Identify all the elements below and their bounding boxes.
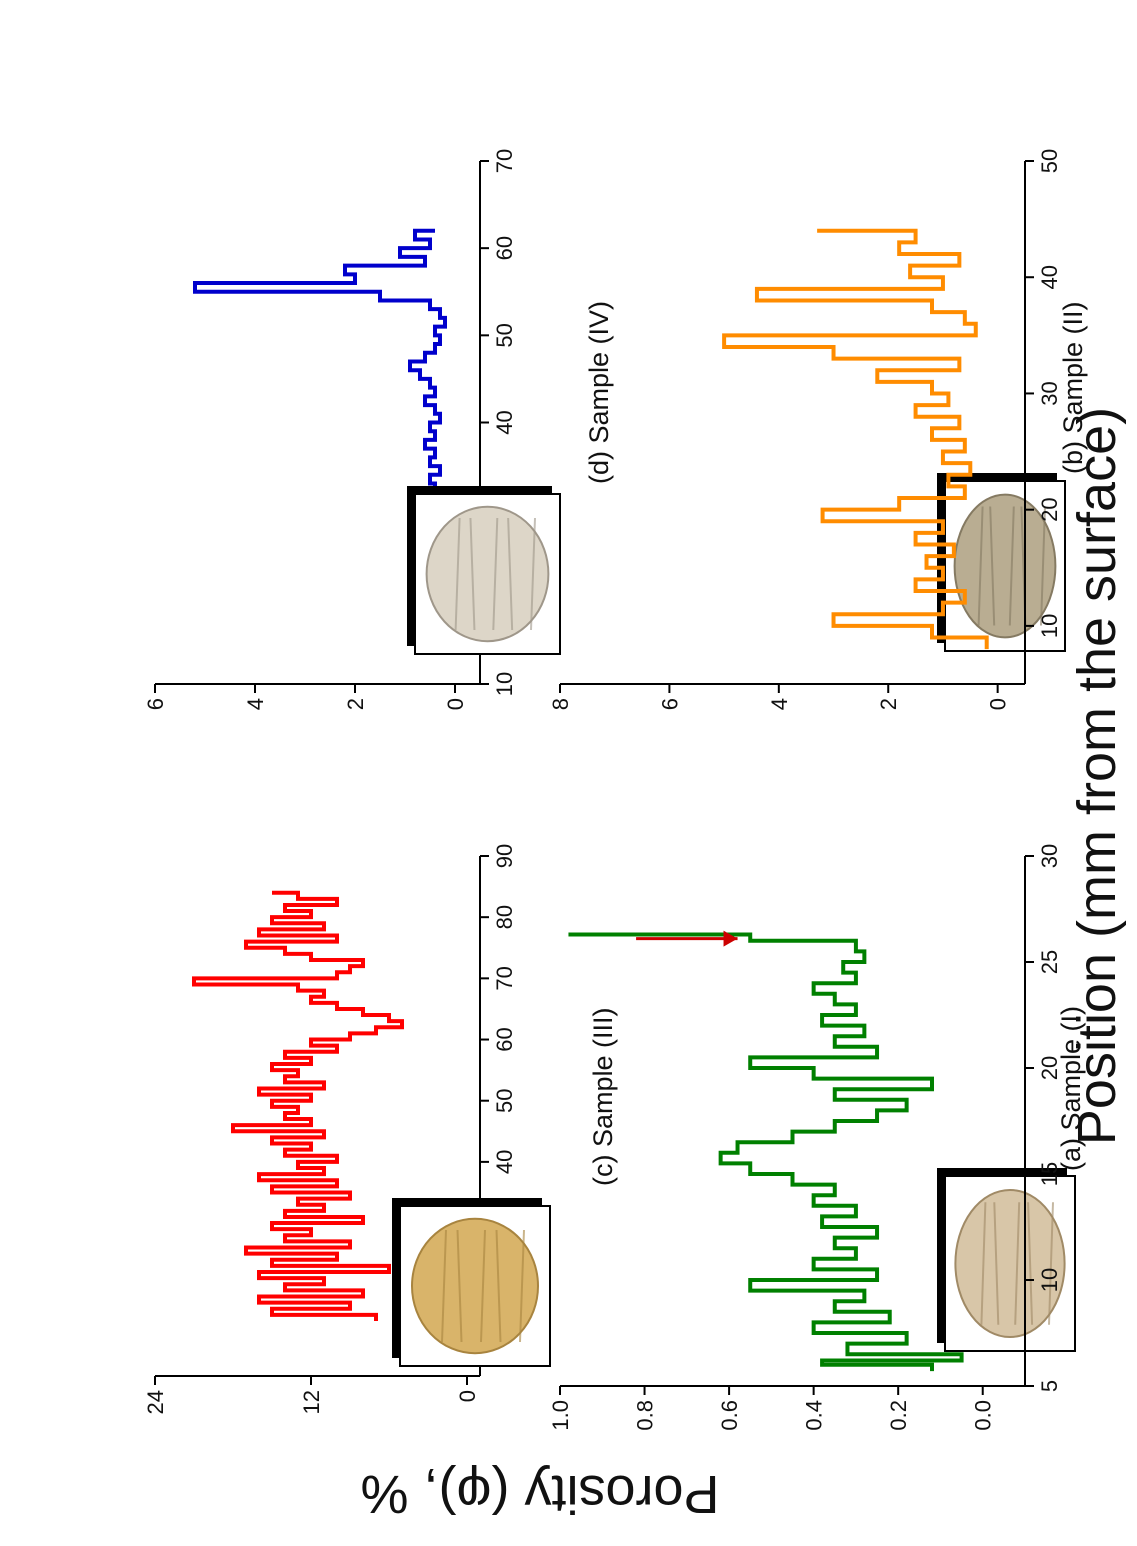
y-axis-label: Porosity (φ), %: [360, 1464, 719, 1524]
sample-photo-a: [954, 1189, 1066, 1338]
y-tick-label-d-2: 2: [876, 698, 901, 710]
sample-photo-layer-d-4: [507, 517, 514, 631]
panel-title-d: (d) Sample (IV): [584, 301, 614, 484]
sample-photo-layer-c-3: [480, 1229, 486, 1343]
sample-photo-body-a: [954, 1189, 1066, 1338]
x-tick-label-b-10: 10: [492, 672, 517, 696]
sample-photo-body-c: [411, 1217, 539, 1355]
x-tick-label-d-30: 30: [1037, 381, 1062, 405]
sample-photo-layer-c-4: [495, 1229, 502, 1343]
sample-photo-layer-b-5: [1040, 506, 1046, 626]
panel-b: 102030405060700246(b) Sample (II): [143, 149, 1088, 710]
y-tick-label-d-4: 4: [767, 698, 792, 710]
x-tick-label-a-70: 70: [492, 966, 517, 990]
y-tick-label-a-0: 0: [455, 1390, 480, 1402]
x-tick-label-c-15: 15: [1037, 1162, 1062, 1186]
sample-photo-b: [953, 493, 1057, 639]
x-tick-label-a-80: 80: [492, 905, 517, 929]
sample-photo-layer-c-1: [441, 1229, 447, 1343]
y-tick-label-a-24: 24: [143, 1390, 168, 1414]
sample-photo-d: [425, 505, 550, 643]
sample-photo-layer-a-2: [993, 1202, 1000, 1325]
x-axis-label: Position (mm from the surface): [1067, 407, 1127, 1145]
panel-c: 5 10 15 20 25 30 0.0 0.2 0.4 0.6 0.8 1.0 (c) Sample …: [392, 844, 1062, 1431]
x-tick-label-d-20: 20: [1037, 497, 1062, 521]
y-tick-label-c-0.2: 0.2: [886, 1400, 911, 1431]
y-tick-label-a-12: 12: [299, 1390, 324, 1414]
series-line-d: [722, 228, 989, 650]
sample-photo-layer-a-4: [1027, 1202, 1034, 1325]
x-tick-label-d-40: 40: [1037, 265, 1062, 289]
series-line-a: [192, 890, 404, 1321]
x-tick-label-b-50: 50: [492, 323, 517, 347]
y-tick-label-b-0: 0: [443, 698, 468, 710]
x-tick-label-b-40: 40: [492, 410, 517, 434]
x-tick-label-b-70: 70: [492, 149, 517, 173]
x-tick-label-a-40: 40: [492, 1150, 517, 1174]
y-tick-label-c-0: 0.0: [971, 1400, 996, 1431]
x-tick-label-c-10: 10: [1037, 1268, 1062, 1292]
sample-photo-layer-d-5: [530, 517, 536, 631]
sample-photo-layer-a-1: [980, 1202, 987, 1325]
x-tick-label-c-20: 20: [1037, 1056, 1062, 1080]
y-tick-label-c-1: 1.0: [548, 1400, 573, 1431]
x-tick-label-a-90: 90: [492, 844, 517, 868]
annotation-arrow-head-c: [723, 930, 738, 947]
panel-title-b: (b) Sample (II): [1058, 301, 1088, 474]
x-tick-label-a-50: 50: [492, 1088, 517, 1112]
x-tick-label-d-50: 50: [1037, 149, 1062, 173]
sample-photo-layer-c-5: [519, 1229, 525, 1343]
sample-photo-layer-d-3: [492, 517, 499, 631]
sample-photo-layer-c-2: [456, 1229, 463, 1343]
sample-photo-layer-a-5: [1048, 1202, 1054, 1325]
y-tick-label-d-0: 0: [986, 698, 1011, 710]
x-tick-label-b-60: 60: [492, 236, 517, 260]
sample-photo-body-d: [425, 505, 550, 643]
y-tick-label-c-0.8: 0.8: [633, 1400, 658, 1431]
y-tick-label-d-8: 8: [548, 698, 573, 710]
y-tick-label-b-2: 2: [343, 698, 368, 710]
x-tick-label-c-5: 5: [1037, 1380, 1062, 1392]
y-tick-label-d-6: 6: [657, 698, 682, 710]
x-tick-label-d-10: 10: [1037, 614, 1062, 638]
y-tick-label-b-4: 4: [243, 698, 268, 710]
series-line-c: [568, 932, 964, 1372]
panel-d: 10 20 30 40 50 0 2 4 6 8 (d) Sample (IV): [407, 149, 1062, 710]
panel-title-c: (c) Sample (III): [588, 1007, 618, 1186]
y-tick-label-b-6: 6: [143, 698, 168, 710]
panel-title-a: (a) Sample (I): [1056, 1006, 1086, 1171]
sample-photo-layer-b-2: [989, 506, 996, 626]
sample-photo-layer-d-2: [469, 517, 476, 631]
x-tick-label-a-60: 60: [492, 1027, 517, 1051]
sample-photo-layer-a-3: [1014, 1202, 1021, 1325]
x-tick-label-c-30: 30: [1037, 844, 1062, 868]
y-tick-label-c-0.4: 0.4: [802, 1400, 827, 1431]
sample-photo-layer-b-1: [977, 506, 984, 626]
sample-photo-c: [411, 1217, 539, 1355]
sample-photo-layer-b-3: [1008, 506, 1015, 626]
y-tick-label-c-0.6: 0.6: [717, 1400, 742, 1431]
sample-photo-layer-d-1: [454, 517, 461, 631]
panel-a: 10 20 30 40 50 60 70 80 90 0 12 24 (a) Sample (I): [143, 844, 1086, 1415]
x-tick-label-c-25: 25: [1037, 950, 1062, 974]
